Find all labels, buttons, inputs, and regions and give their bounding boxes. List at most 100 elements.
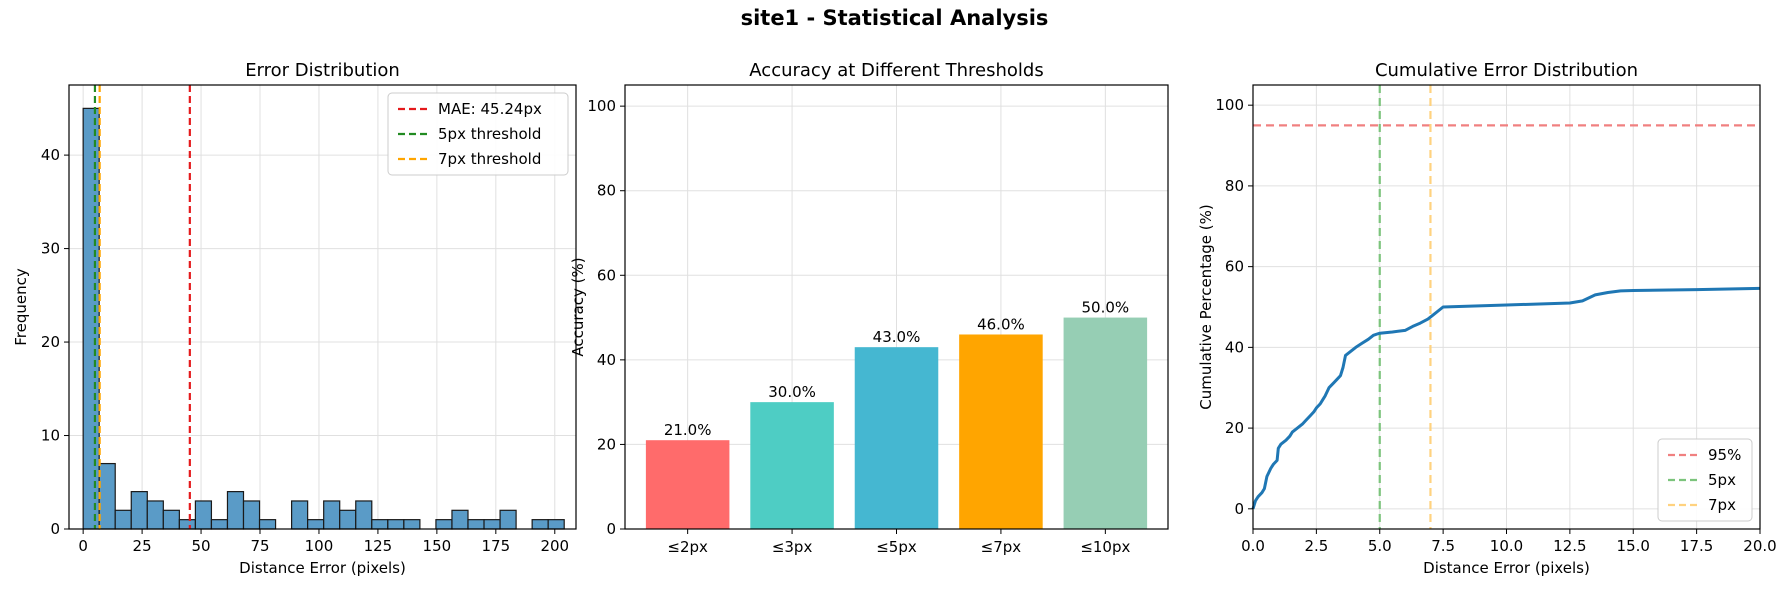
histogram-bar	[307, 519, 325, 530]
histogram-bar	[547, 519, 565, 530]
accuracy-bar	[750, 402, 834, 529]
y-tick-label: 20	[1225, 419, 1244, 437]
legend-label: MAE: 45.24px	[438, 100, 542, 118]
accuracy-bar	[1063, 317, 1148, 529]
y-tick-label: 0	[1234, 500, 1244, 518]
y-tick-label: 60	[597, 266, 616, 284]
accuracy-panel: 21.0% 30.0% 43.0% 46.0% 50.0% ≤2px ≤3px ≤5px ≤7p…	[569, 60, 1169, 556]
x-tick-label: 0.0	[1241, 537, 1265, 555]
y-tick-label: 40	[41, 146, 60, 164]
axes-title: Cumulative Error Distribution	[1375, 60, 1638, 81]
axes-frame-1	[68, 84, 577, 530]
y-tick-label: 40	[1225, 338, 1244, 356]
x-tick-label: 15.0	[1617, 537, 1650, 555]
x-tick-label: 150	[423, 537, 452, 555]
legend-box	[387, 92, 569, 176]
x-tick-label: 17.5	[1680, 537, 1713, 555]
bar-value-label: 43.0%	[873, 328, 921, 346]
bar-value-label: 30.0%	[768, 383, 816, 401]
histogram-bar	[114, 509, 132, 530]
x-tick-label: 25	[133, 537, 152, 555]
x-tick-label: ≤7px	[981, 538, 1022, 556]
cdf-line	[1251, 286, 1761, 510]
axes-title: Accuracy at Different Thresholds	[749, 60, 1043, 81]
histogram-bar	[467, 519, 485, 530]
histogram-bar	[162, 509, 180, 530]
x-tick-label: 7.5	[1431, 537, 1455, 555]
axes-title: Error Distribution	[245, 60, 400, 81]
histogram-bar	[483, 519, 501, 530]
histogram-bar	[178, 519, 196, 530]
accuracy-bar	[959, 334, 1043, 529]
x-tick-label: ≤5px	[876, 538, 917, 556]
y-tick-label: 0	[50, 520, 60, 538]
y-tick-label: 10	[41, 427, 60, 445]
y-tick-label: 100	[587, 97, 616, 115]
accuracy-bar	[854, 347, 939, 529]
histogram-bar	[291, 500, 309, 530]
figure-title: site1 - Statistical Analysis	[740, 6, 1049, 30]
accuracy-bar	[645, 440, 730, 529]
y-tick-label: 30	[41, 240, 60, 258]
x-tick-label: 0	[78, 537, 88, 555]
bar-value-label: 21.0%	[664, 421, 712, 439]
histogram-bar	[435, 519, 453, 530]
y-axis-label: Cumulative Percentage (%)	[1197, 204, 1215, 410]
histogram-bar	[130, 491, 148, 530]
x-tick-label: ≤2px	[667, 538, 708, 556]
x-tick-label: 5.0	[1368, 537, 1392, 555]
histogram-bar	[98, 462, 116, 530]
histogram-panel: 0 25 50 75 100 125 150 175 200 0 10 20 30 40 Error Dis…	[12, 60, 577, 577]
y-tick-label: 80	[1225, 177, 1244, 195]
histogram-bar	[339, 509, 357, 530]
x-tick-label: ≤10px	[1080, 538, 1130, 556]
histogram-bar	[82, 107, 100, 530]
y-tick-label: 20	[597, 435, 616, 453]
x-tick-label: 50	[192, 537, 211, 555]
x-tick-label: 20.0	[1743, 537, 1776, 555]
histogram-bar	[355, 500, 373, 530]
legend: MAE: 45.24px 5px threshold 7px threshold	[387, 92, 569, 176]
histogram-bar	[323, 500, 341, 530]
histogram-bar	[371, 519, 389, 530]
legend-box	[1657, 438, 1753, 522]
x-tick-label: 175	[482, 537, 511, 555]
cdf-panel: 0.0 2.5 5.0 7.5 10.0 12.5 15.0 17.5 20.0 0 20 40 60 8…	[1197, 60, 1777, 577]
y-tick-label: 100	[1215, 96, 1244, 114]
x-axis-label: Distance Error (pixels)	[1423, 559, 1590, 577]
histogram-bar	[194, 500, 213, 530]
x-tick-label: 75	[250, 537, 269, 555]
x-tick-label: 125	[364, 537, 393, 555]
x-tick-label: ≤3px	[772, 538, 813, 556]
y-tick-label: 60	[1225, 258, 1244, 276]
histogram-bar	[531, 519, 549, 530]
legend-label: 5px threshold	[438, 125, 541, 143]
x-axis-label: Distance Error (pixels)	[239, 559, 406, 577]
legend-label: 5px	[1708, 471, 1736, 489]
histogram-bar	[451, 509, 469, 530]
histogram-bar	[403, 519, 421, 530]
y-tick-label: 80	[597, 182, 616, 200]
y-tick-label: 40	[597, 351, 616, 369]
histogram-bar	[499, 509, 517, 530]
legend: 95% 5px 7px	[1657, 438, 1753, 522]
x-tick-label: 100	[305, 537, 334, 555]
y-axis-label: Accuracy (%)	[569, 257, 587, 356]
histogram-bar	[210, 519, 229, 530]
histogram-bar	[258, 519, 277, 530]
x-tick-label: 200	[540, 537, 569, 555]
histogram-bar	[146, 500, 164, 530]
histogram-bar	[387, 519, 405, 530]
y-tick-label: 0	[606, 520, 616, 538]
bar-value-label: 46.0%	[977, 315, 1025, 333]
legend-label: 7px threshold	[438, 150, 541, 168]
x-tick-label: 10.0	[1490, 537, 1523, 555]
y-axis-label: Frequency	[12, 268, 30, 346]
legend-label: 7px	[1708, 496, 1736, 514]
bar-value-label: 50.0%	[1082, 299, 1130, 317]
y-tick-label: 20	[41, 333, 60, 351]
x-tick-label: 12.5	[1553, 537, 1586, 555]
histogram-bar	[242, 500, 261, 530]
